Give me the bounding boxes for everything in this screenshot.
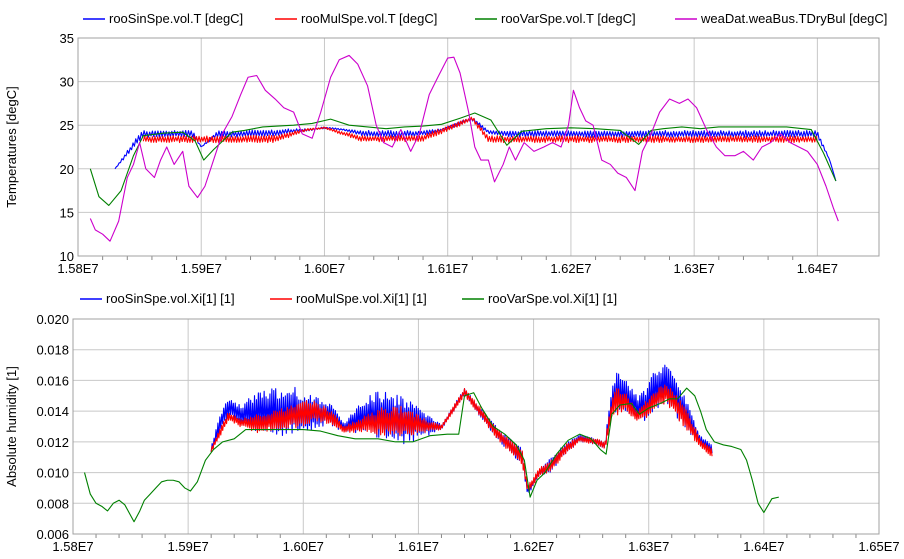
x-tick-label: 1.59E7 [168, 539, 209, 554]
y-tick-label: 0.008 [36, 496, 69, 511]
plot-frame [72, 318, 880, 535]
series-line-2 [210, 384, 713, 492]
y-tick-label: 25 [60, 118, 74, 133]
y-tick-label: 35 [60, 31, 74, 46]
x-tick-label: 1.58E7 [52, 539, 93, 554]
series-line-1 [114, 117, 837, 182]
plot-frame [77, 37, 880, 257]
x-tick-label: 1.64E7 [743, 539, 784, 554]
legend-entry: rooMulSpe.vol.Xi[1] [1] [296, 291, 427, 306]
y-tick-label: 10 [60, 249, 74, 264]
y-tick-label: 0.014 [36, 404, 69, 419]
series-line-2 [142, 116, 818, 144]
x-tick-label: 1.60E7 [304, 261, 345, 276]
y-axis-label: Absolute humidity [1] [4, 366, 19, 487]
legend-entry: rooVarSpe.vol.T [degC] [501, 11, 636, 26]
y-axis-label: Temperatures [degC] [4, 86, 19, 207]
x-tick-label: 1.61E7 [398, 539, 439, 554]
legend-entry: weaDat.weaBus.TDryBul [degC] [700, 11, 887, 26]
y-tick-label: 0.020 [36, 312, 69, 327]
legend-entry: rooSinSpe.vol.Xi[1] [1] [106, 291, 235, 306]
x-tick-label: 1.62E7 [550, 261, 591, 276]
series-line-3 [89, 112, 837, 206]
series-line-4 [89, 54, 839, 242]
y-tick-label: 30 [60, 75, 74, 90]
humidity-plot: 1.58E7 1.59E7 1.60E7 1.61E7 1.62E7 1.63E7 1.64… [4, 291, 900, 554]
y-tick-label: 0.006 [36, 527, 69, 542]
temperature-plot: 1.58E7 1.59E7 1.60E7 1.61E7 1.62E7 1.63E7 1.64… [4, 11, 887, 276]
legend-entry: rooMulSpe.vol.T [degC] [301, 11, 437, 26]
x-tick-label: 1.59E7 [181, 261, 222, 276]
x-tick-label: 1.63E7 [628, 539, 669, 554]
x-tick-label: 1.64E7 [797, 261, 838, 276]
x-tick-label: 1.61E7 [427, 261, 468, 276]
y-tick-label: 0.016 [36, 373, 69, 388]
x-tick-label: 1.62E7 [513, 539, 554, 554]
x-tick-label: 1.58E7 [57, 261, 98, 276]
series-line-1 [210, 364, 713, 493]
y-tick-label: 0.018 [36, 343, 69, 358]
x-tick-label: 1.65E7 [858, 539, 899, 554]
legend-entry: rooSinSpe.vol.T [degC] [109, 11, 243, 26]
y-tick-label: 20 [60, 162, 74, 177]
x-tick-label: 1.63E7 [674, 261, 715, 276]
y-tick-label: 15 [60, 205, 74, 220]
x-tick-label: 1.60E7 [283, 539, 324, 554]
y-tick-label: 0.010 [36, 466, 69, 481]
legend-entry: rooVarSpe.vol.Xi[1] [1] [488, 291, 617, 306]
y-tick-label: 0.012 [36, 435, 69, 450]
series-line-3 [83, 387, 779, 523]
